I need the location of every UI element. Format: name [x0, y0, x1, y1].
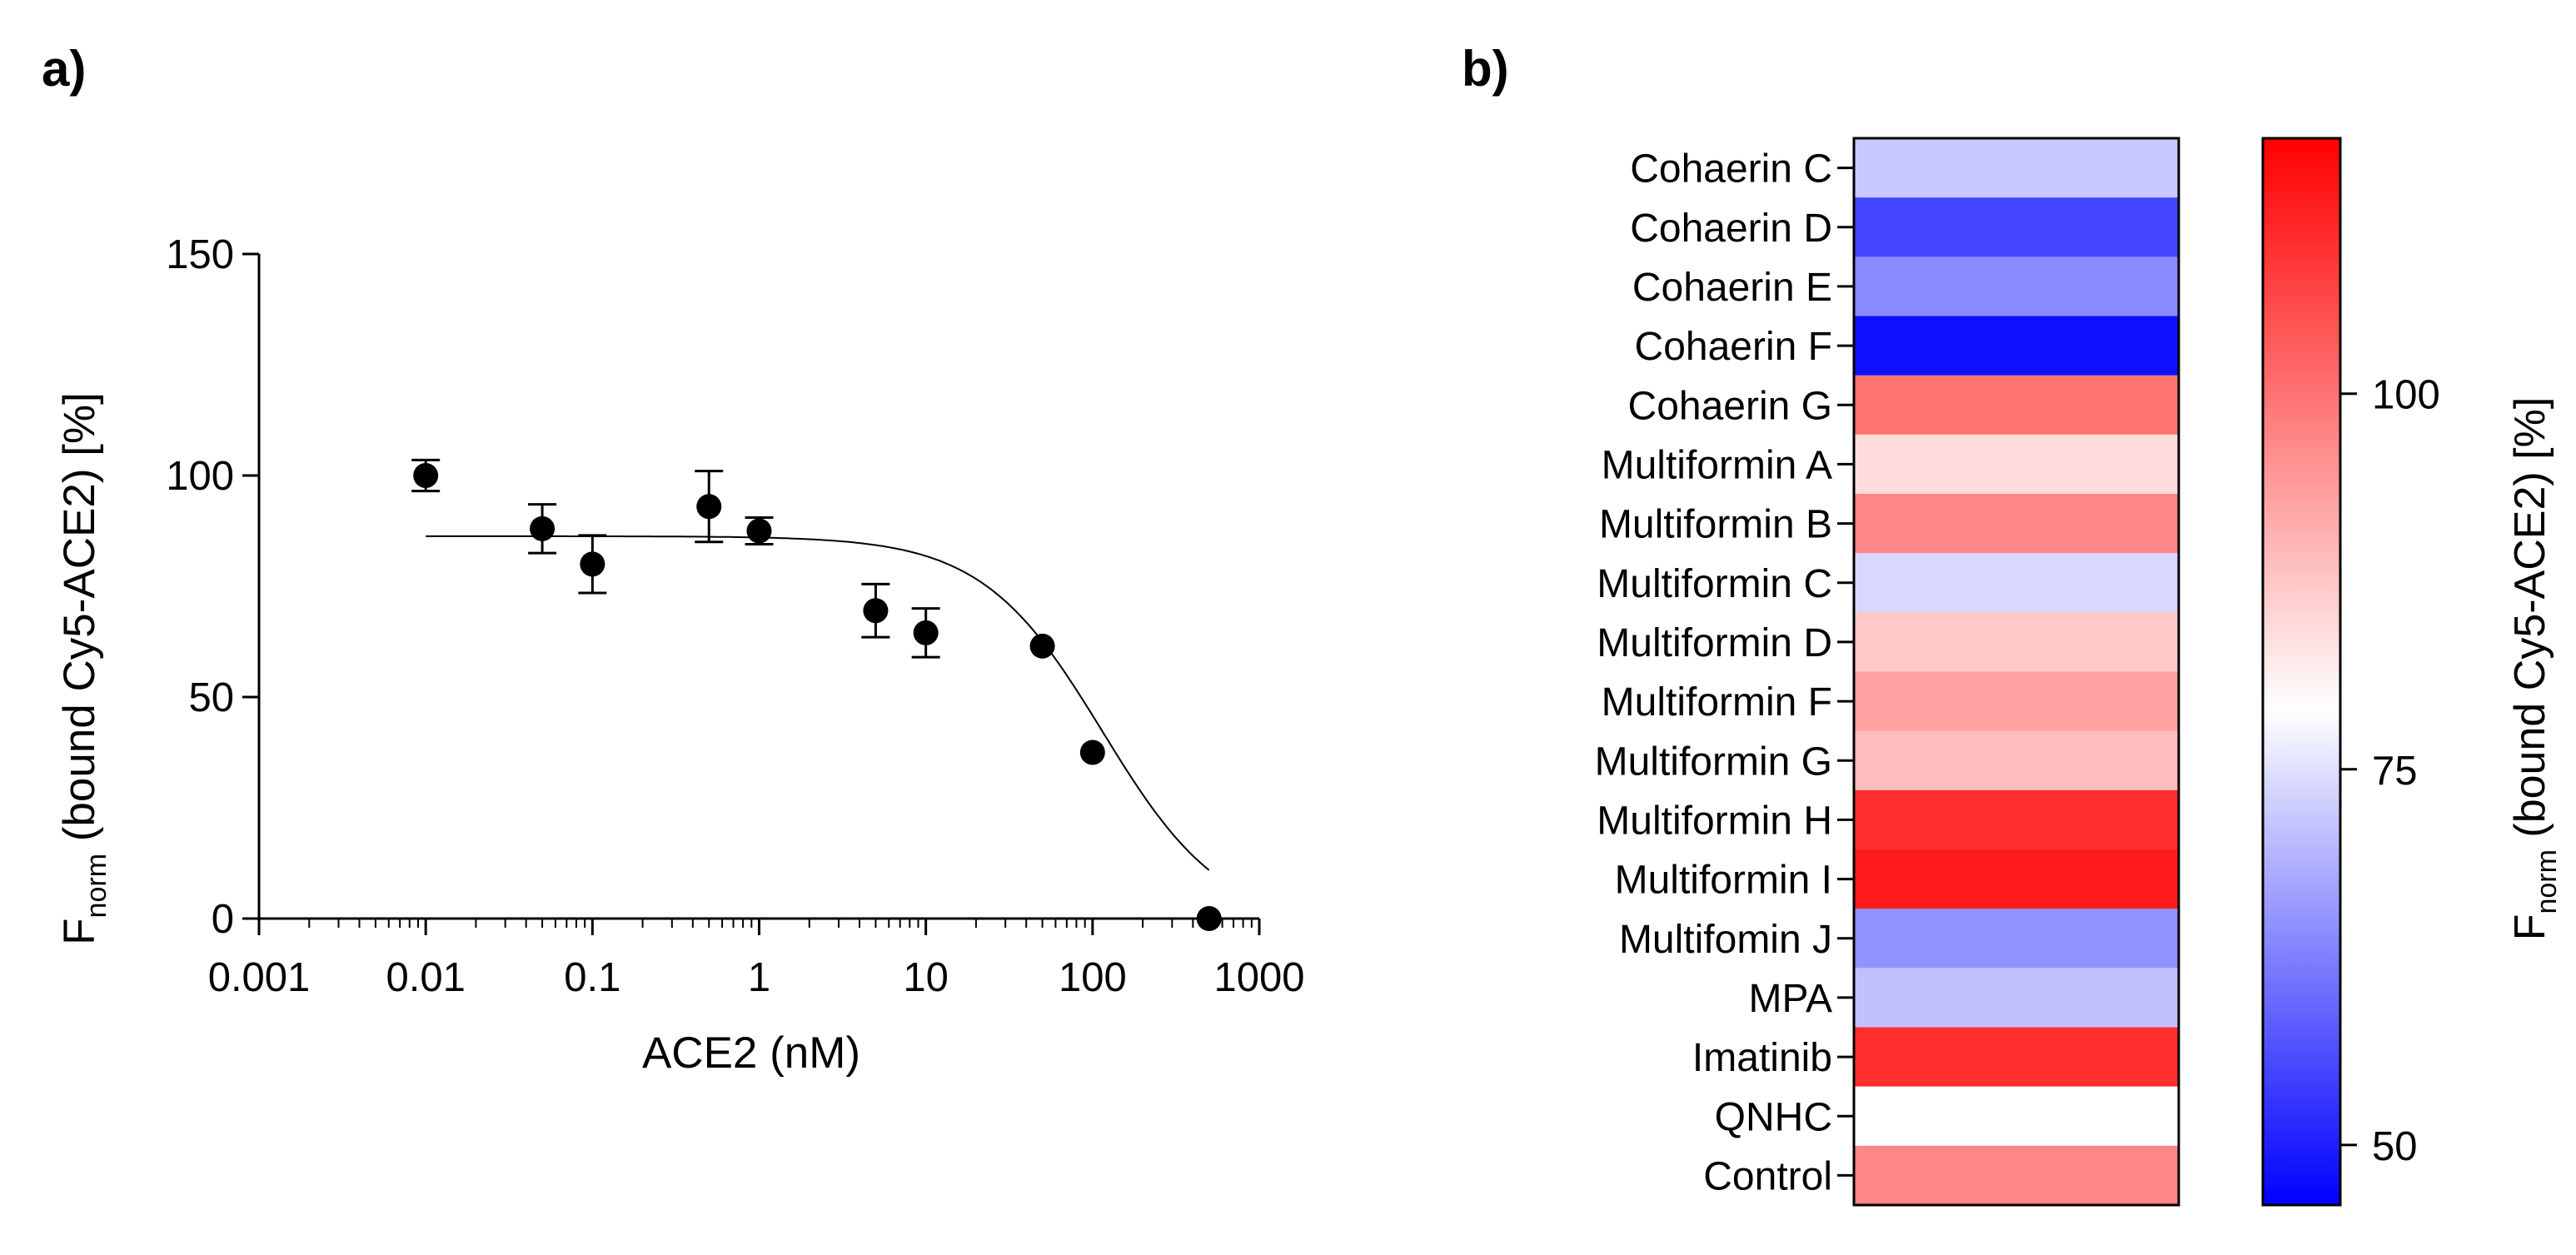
colorbar — [2261, 137, 2342, 1207]
heatmap-cell — [1854, 434, 2179, 495]
heatmap-cell — [1854, 494, 2179, 554]
y-tick-label: 50 — [188, 675, 234, 720]
row-label: Cohaerin F — [1635, 325, 1832, 369]
heatmap-chart: Fnorm (bound Cy5-ACE2) [%] Cohaerin C Coh… — [1595, 137, 2563, 1207]
row-label: Imatinib — [1692, 1036, 1832, 1080]
x-tick-label: 0.1 — [564, 955, 620, 1000]
data-point — [413, 463, 439, 488]
y-axis-title-sub: norm — [81, 854, 112, 918]
data-point — [1196, 906, 1222, 931]
row-label: Multiformin D — [1597, 621, 1832, 665]
data-point — [580, 551, 605, 577]
row-label: QNHC — [1715, 1095, 1832, 1139]
data-point — [530, 515, 556, 541]
heatmap-cell — [1854, 138, 2179, 198]
heatmap-cell — [1854, 612, 2179, 673]
row-label: Cohaerin E — [1632, 266, 1832, 310]
x-tick-label: 1000 — [1213, 955, 1304, 1000]
row-label: Cohaerin G — [1628, 384, 1832, 428]
heatmap-frame — [1852, 137, 2180, 1207]
heatmap-cell — [1854, 256, 2179, 317]
row-label: Cohaerin D — [1630, 207, 1832, 251]
data-point — [1029, 633, 1055, 659]
colorbar-title: Fnorm (bound Cy5-ACE2) [%] — [2506, 397, 2563, 941]
data-point — [1079, 740, 1105, 765]
heatmap-cell — [1854, 197, 2179, 257]
y-tick-label: 0 — [212, 897, 234, 942]
x-tick-label: 100 — [1059, 955, 1127, 1000]
row-label: Multiformin C — [1597, 562, 1832, 606]
y-tick-label: 150 — [166, 232, 234, 277]
row-label: Multiformin I — [1615, 859, 1832, 903]
x-tick-label: 10 — [903, 955, 949, 1000]
heatmap-cell — [1854, 968, 2179, 1028]
heatmap-cell — [1854, 1027, 2179, 1088]
heatmap-cell — [1854, 316, 2179, 376]
panel-b-label: b) — [1462, 41, 1509, 97]
heatmap-cell — [1854, 1145, 2179, 1206]
row-label: Multiformin B — [1599, 503, 1832, 547]
heatmap-cell — [1854, 553, 2179, 613]
colorbar-tick-label: 100 — [2372, 373, 2440, 418]
y-tick-label: 100 — [166, 454, 234, 499]
colorbar-tick-label: 50 — [2372, 1124, 2418, 1169]
row-label: Multiformin A — [1602, 443, 1832, 487]
row-label: Multifomin J — [1619, 918, 1832, 962]
data-point — [746, 518, 772, 544]
data-point — [696, 494, 722, 520]
fit-curve — [426, 535, 1210, 871]
row-label: Multiformin G — [1595, 740, 1832, 784]
colorbar-tick-label: 75 — [2372, 749, 2418, 794]
colorbar-title-main: F — [2506, 914, 2554, 941]
x-axis-title: ACE2 (nM) — [642, 1028, 860, 1078]
y-axis-title: Fnorm (bound Cy5-ACE2) [%] — [55, 392, 112, 945]
row-label: Multiformin H — [1597, 799, 1832, 843]
x-tick-label: 0.001 — [208, 955, 311, 1000]
heatmap-cell — [1854, 849, 2179, 909]
dose-response-chart: ACE2 (nM) Fnorm (bound Cy5-ACE2) [%] 0 50… — [55, 232, 1305, 1078]
heatmap-cell — [1854, 375, 2179, 436]
heatmap-cell — [1854, 730, 2179, 791]
heatmap-cell — [1854, 671, 2179, 732]
data-point — [913, 620, 939, 645]
x-tick-label: 0.01 — [386, 955, 465, 1000]
row-label: Control — [1703, 1154, 1832, 1198]
y-axis-title-main: F — [55, 918, 104, 944]
row-label: Cohaerin C — [1630, 147, 1832, 192]
panel-a-label: a) — [42, 41, 86, 97]
heatmap-cell — [1854, 1086, 2179, 1147]
colorbar-title-sub: norm — [2531, 849, 2563, 914]
data-point — [863, 598, 889, 624]
x-tick-label: 1 — [748, 955, 770, 1000]
colorbar-title-rest: (bound Cy5-ACE2) [%] — [2506, 397, 2554, 849]
heatmap-cell — [1854, 789, 2179, 850]
row-label: MPA — [1749, 977, 1832, 1021]
heatmap-cell — [1854, 909, 2179, 969]
y-axis-title-rest: (bound Cy5-ACE2) [%] — [55, 392, 104, 854]
row-label: Multiformin F — [1602, 680, 1832, 725]
